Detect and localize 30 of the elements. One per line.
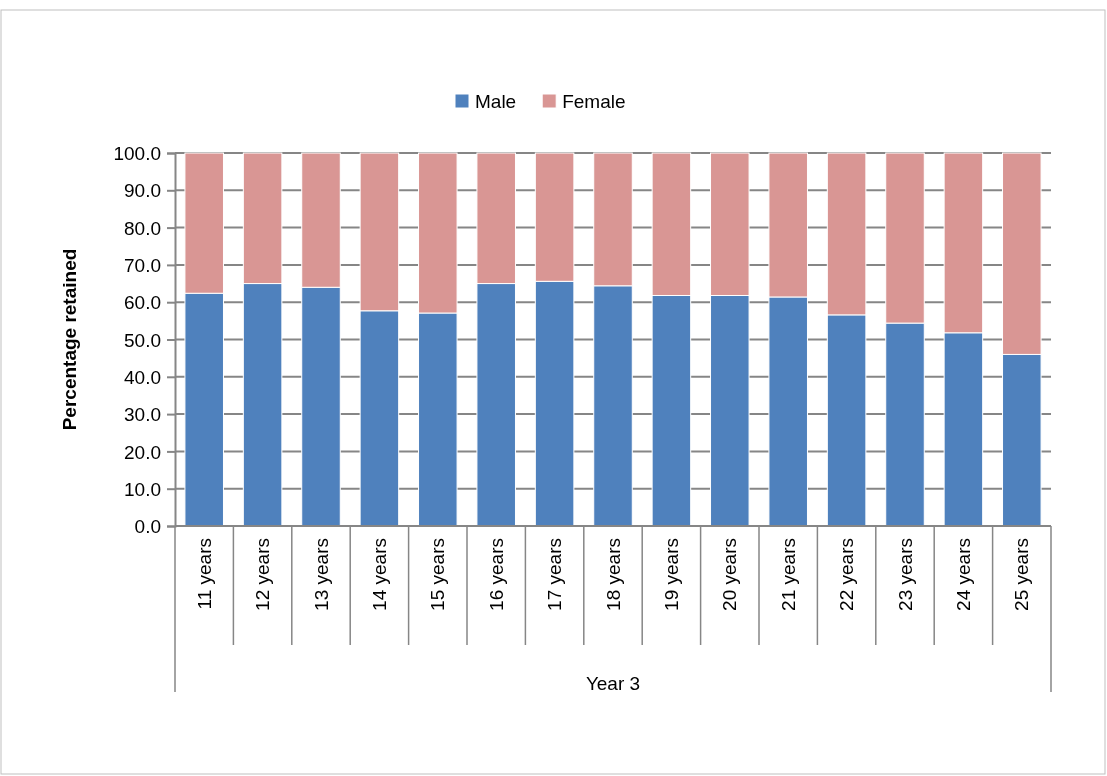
- legend-label: Female: [562, 90, 626, 112]
- x-axis-title: Year 3: [585, 673, 641, 694]
- x-tick-label: 18 years: [602, 538, 624, 611]
- y-tick-label: 0.0: [134, 516, 161, 538]
- y-tick-label: 10.0: [124, 478, 161, 500]
- legend-label: Male: [475, 90, 517, 112]
- x-tick-label: 23 years: [894, 538, 916, 611]
- y-axis-title: Percentage retained: [59, 248, 80, 431]
- x-tick-label: 17 years: [544, 538, 566, 611]
- y-tick-label: 50.0: [124, 329, 161, 351]
- y-tick-label: 70.0: [124, 255, 161, 277]
- y-tick-label: 40.0: [124, 366, 161, 388]
- x-tick-label: 14 years: [369, 538, 391, 611]
- y-tick-label: 90.0: [124, 180, 161, 202]
- y-tick-label: 20.0: [124, 441, 161, 463]
- x-tick-label: 16 years: [485, 538, 507, 611]
- x-tick-label: 22 years: [836, 538, 858, 611]
- y-tick-label: 30.0: [124, 404, 161, 426]
- x-tick-label: 13 years: [310, 538, 332, 611]
- x-tick-label: 20 years: [719, 538, 741, 611]
- x-tick-label: 25 years: [1011, 538, 1033, 611]
- x-tick-label: 15 years: [427, 538, 449, 611]
- x-tick-label: 11 years: [193, 538, 215, 610]
- x-tick-label: 21 years: [777, 538, 799, 611]
- x-tick-label: 19 years: [661, 538, 683, 611]
- y-tick-label: 100.0: [113, 143, 161, 165]
- y-tick-label: 80.0: [124, 217, 161, 239]
- x-tick-label: 24 years: [953, 538, 975, 611]
- x-tick-label: 12 years: [252, 538, 274, 611]
- y-tick-label: 60.0: [124, 292, 161, 314]
